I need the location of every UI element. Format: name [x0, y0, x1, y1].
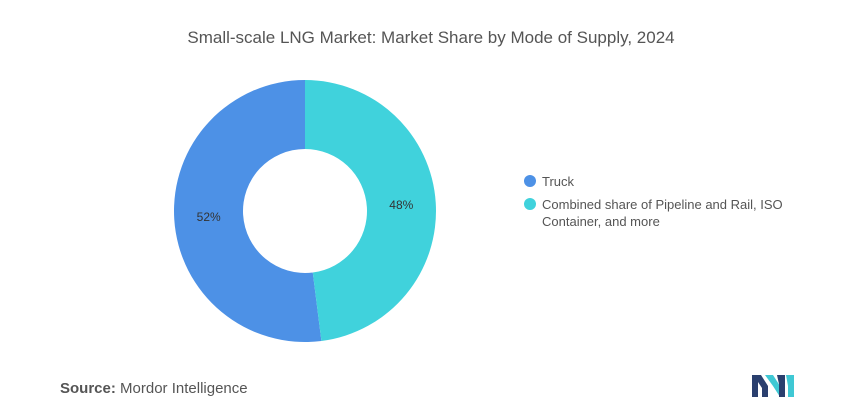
- legend-item-combined[interactable]: Combined share of Pipeline and Rail, ISO…: [524, 196, 814, 230]
- chart-legend: Truck Combined share of Pipeline and Rai…: [524, 173, 814, 236]
- legend-label-truck: Truck: [542, 174, 575, 189]
- source-label: Source:: [60, 380, 116, 397]
- legend-item-truck[interactable]: Truck: [524, 173, 814, 190]
- source-note: Source: Mordor Intelligence: [60, 380, 248, 397]
- donut-slice-combined[interactable]: [305, 80, 437, 341]
- legend-label-combined: Combined share of Pipeline and Rail, ISO…: [542, 197, 783, 229]
- legend-swatch-truck: [524, 175, 536, 187]
- mordor-intelligence-logo-icon: [752, 375, 794, 397]
- donut-slice-truck[interactable]: [174, 80, 322, 343]
- slice-label-combined: 48%: [389, 198, 413, 212]
- legend-swatch-combined: [524, 198, 536, 210]
- slice-label-truck: 52%: [197, 210, 221, 224]
- source-value: Mordor Intelligence: [120, 380, 248, 397]
- chart-title: Small-scale LNG Market: Market Share by …: [187, 28, 675, 47]
